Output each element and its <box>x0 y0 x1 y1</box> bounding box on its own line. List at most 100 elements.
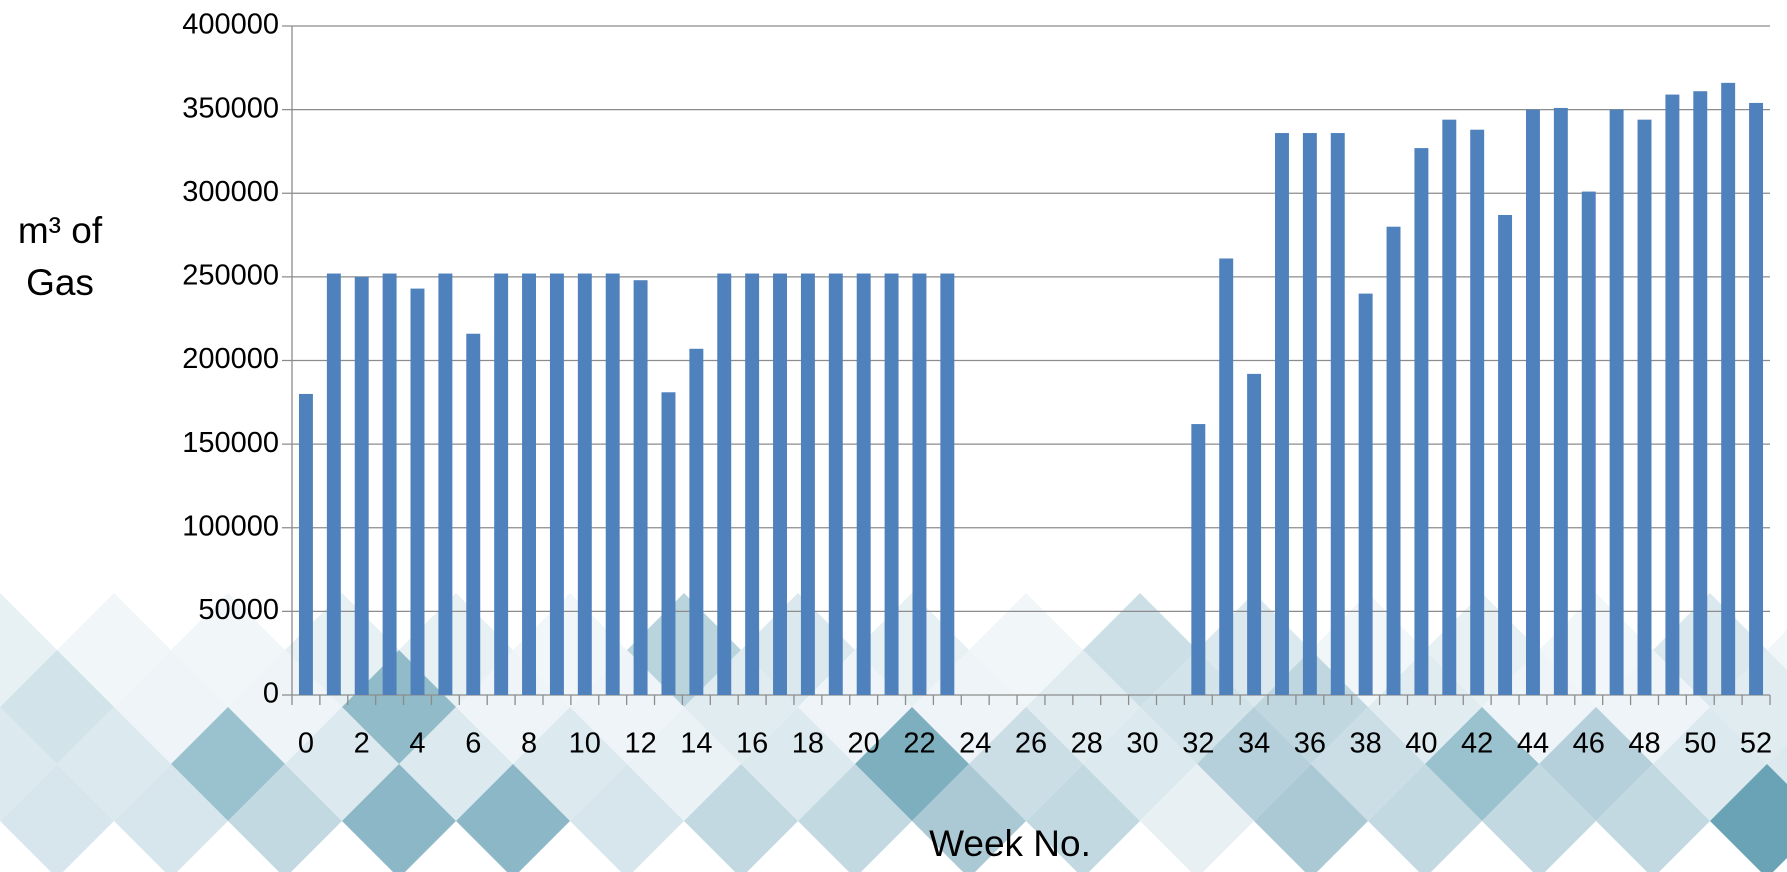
bar <box>410 288 425 695</box>
bar <box>354 276 369 695</box>
bar <box>1358 293 1373 695</box>
bar <box>633 280 648 695</box>
x-tick-label: 40 <box>1405 728 1437 760</box>
bar <box>1386 226 1401 695</box>
bar <box>382 273 397 695</box>
bar <box>326 273 341 695</box>
bar <box>438 273 453 695</box>
y-tick-label: 400000 <box>182 9 279 41</box>
bar <box>577 273 592 695</box>
x-tick-label: 22 <box>903 728 935 760</box>
x-tick-label: 16 <box>736 728 768 760</box>
diamond <box>798 764 912 872</box>
diamond <box>228 764 342 872</box>
y-tick-label: 150000 <box>182 427 279 459</box>
x-tick-label: 14 <box>680 728 712 760</box>
diamond <box>684 764 798 872</box>
y-tick-label: 0 <box>263 678 279 710</box>
y-tick-label: 250000 <box>182 260 279 292</box>
bar <box>689 348 704 695</box>
bar <box>1609 109 1624 695</box>
x-tick-label: 4 <box>409 728 425 760</box>
y-tick-label: 200000 <box>182 343 279 375</box>
x-tick-label: 50 <box>1684 728 1716 760</box>
diamond <box>1710 764 1787 872</box>
bar <box>522 273 537 695</box>
bar <box>1330 133 1345 696</box>
bar <box>745 273 760 695</box>
diamond <box>1254 764 1368 872</box>
x-tick-label: 30 <box>1126 728 1158 760</box>
x-tick-label: 28 <box>1071 728 1103 760</box>
bar <box>773 273 787 695</box>
bar <box>800 273 815 695</box>
x-axis-title: Week No. <box>929 823 1091 864</box>
x-tick-label: 18 <box>792 728 824 760</box>
bar <box>1665 94 1680 695</box>
bar <box>912 273 927 695</box>
bar <box>1442 119 1457 695</box>
x-tick-label: 26 <box>1015 728 1047 760</box>
bar <box>1525 109 1540 695</box>
bar <box>1302 133 1317 696</box>
bar <box>856 273 871 695</box>
diamond <box>114 764 228 872</box>
x-tick-label: 42 <box>1461 728 1493 760</box>
x-tick-label: 20 <box>848 728 880 760</box>
y-tick-label: 100000 <box>182 510 279 542</box>
bar <box>466 333 481 695</box>
bar <box>1498 214 1513 695</box>
bar <box>1637 119 1652 695</box>
x-tick-label: 12 <box>624 728 656 760</box>
bar <box>1581 191 1596 695</box>
x-tick-label: 52 <box>1740 728 1772 760</box>
x-tick-label: 8 <box>521 728 537 760</box>
diamond <box>0 593 57 707</box>
diamond <box>1767 630 1787 670</box>
bar <box>549 273 564 695</box>
x-tick-label: 46 <box>1573 728 1605 760</box>
y-tick-label: 300000 <box>182 176 279 208</box>
bar <box>298 393 313 695</box>
bar <box>1191 424 1206 695</box>
bar <box>1219 258 1234 695</box>
bar <box>717 273 732 695</box>
bar <box>940 273 955 695</box>
bar <box>1275 133 1289 696</box>
y-tick-label: 350000 <box>182 92 279 124</box>
x-tick-label: 0 <box>298 728 314 760</box>
diamond <box>0 764 114 872</box>
x-tick-label: 34 <box>1238 728 1270 760</box>
y-axis-title: m³ of Gas <box>17 210 103 303</box>
diamond <box>1767 744 1787 784</box>
bar <box>1247 373 1262 695</box>
x-tick-label: 10 <box>569 728 601 760</box>
bar <box>1749 102 1764 695</box>
bar <box>1414 148 1429 695</box>
diamond <box>1482 764 1596 872</box>
diamond <box>1596 764 1710 872</box>
x-tick-label: 38 <box>1350 728 1382 760</box>
x-tick-label: 2 <box>354 728 370 760</box>
diamond <box>1140 764 1254 872</box>
x-tick-label: 44 <box>1517 728 1549 760</box>
diamond <box>1026 764 1140 872</box>
diamond <box>912 764 1026 872</box>
diamond <box>1710 650 1787 764</box>
bar <box>605 273 620 695</box>
bar <box>661 392 676 695</box>
x-tick-label: 36 <box>1294 728 1326 760</box>
x-tick-label: 24 <box>959 728 991 760</box>
diamond <box>1368 764 1482 872</box>
x-tick-label: 6 <box>465 728 481 760</box>
bar <box>1693 91 1708 696</box>
bar <box>1470 129 1485 695</box>
diamond <box>456 764 570 872</box>
bar <box>1721 82 1736 696</box>
diamond <box>0 707 57 821</box>
diamond <box>570 764 684 872</box>
x-tick-label: 48 <box>1628 728 1660 760</box>
bar <box>494 273 509 695</box>
